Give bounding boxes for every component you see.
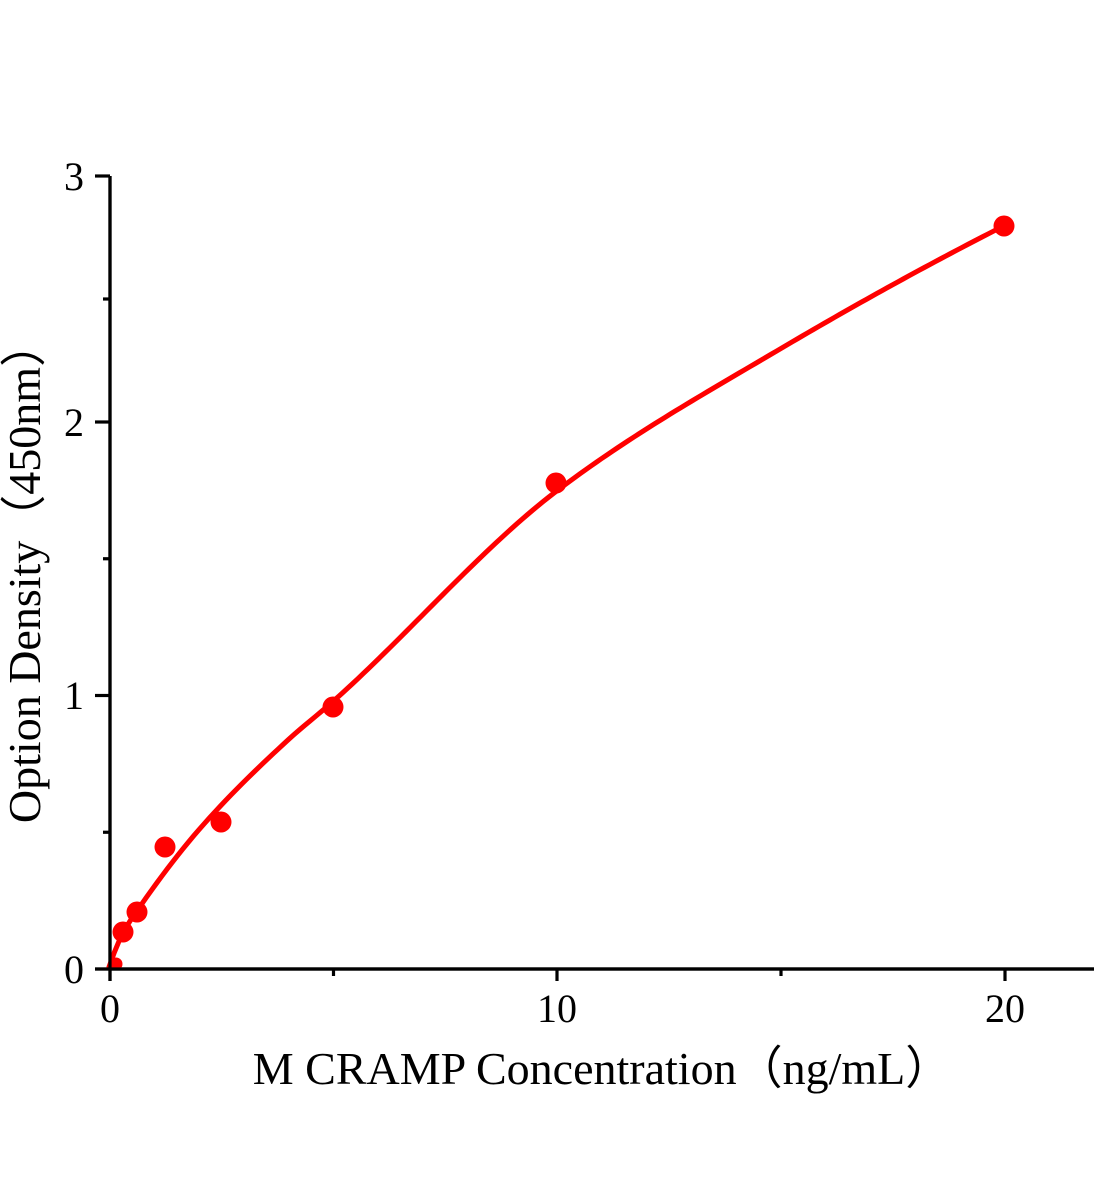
svg-text:20: 20: [985, 986, 1025, 1031]
svg-text:2: 2: [64, 400, 84, 445]
svg-text:0: 0: [64, 947, 84, 992]
svg-text:1: 1: [64, 673, 84, 718]
svg-text:Option Density（450nm）: Option Density（450nm）: [0, 321, 50, 823]
svg-text:M CRAMP Concentration（ng/mL）: M CRAMP Concentration（ng/mL）: [253, 1043, 952, 1094]
svg-text:10: 10: [537, 986, 577, 1031]
svg-text:3: 3: [64, 154, 84, 199]
svg-text:0: 0: [100, 986, 120, 1031]
